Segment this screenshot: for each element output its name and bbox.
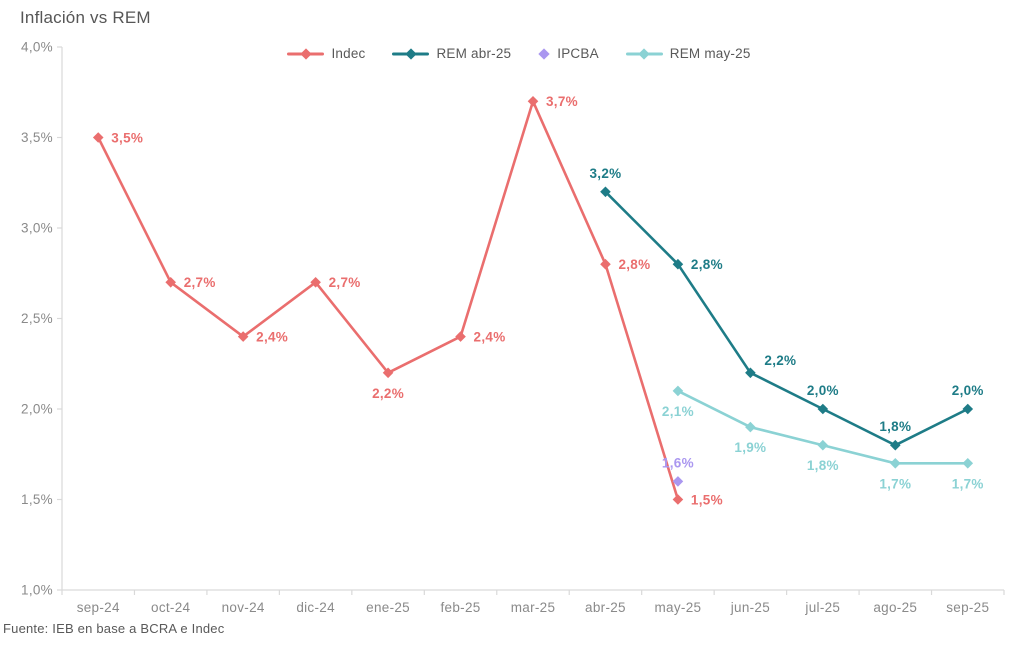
x-tick-label: may-25	[655, 600, 702, 615]
y-tick-label: 2,0%	[21, 402, 53, 417]
series-line-rem-may-25	[676, 389, 970, 465]
x-tick-label: jun-25	[730, 600, 770, 615]
legend-label: IPCBA	[557, 46, 599, 61]
legend-marker-icon	[287, 47, 325, 60]
data-point-marker	[310, 277, 321, 288]
y-tick-label: 3,5%	[21, 130, 53, 145]
x-tick-label: sep-24	[77, 600, 120, 615]
legend-label: REM abr-25	[436, 46, 512, 61]
data-label: 1,9%	[734, 440, 766, 455]
x-tick-label: feb-25	[440, 600, 480, 615]
x-tick-label: mar-25	[511, 600, 556, 615]
x-tick-label: abr-25	[585, 600, 626, 615]
series-line-rem-abr-25	[604, 190, 970, 447]
data-label: 2,4%	[474, 329, 506, 344]
legend-item-rem-may-25: REM may-25	[625, 46, 751, 61]
x-tick-label: nov-24	[222, 600, 265, 615]
data-label: 1,6%	[662, 455, 694, 470]
data-point-marker	[817, 439, 829, 451]
data-point-marker	[382, 367, 394, 379]
data-label: 2,8%	[618, 257, 650, 272]
x-tick-label: ago-25	[873, 600, 917, 615]
data-point-marker	[165, 277, 176, 288]
data-point-marker	[600, 186, 611, 198]
data-label: 2,0%	[807, 383, 839, 398]
legend-marker-icon	[392, 47, 430, 60]
legend-label: Indec	[331, 46, 366, 61]
data-point-marker	[672, 494, 684, 505]
legend-item-indec: Indec	[287, 46, 365, 61]
y-tick-label: 4,0%	[21, 40, 53, 55]
y-tick-label: 1,0%	[21, 583, 53, 598]
legend-item-ipcba: IPCBA	[538, 46, 599, 61]
data-label: 1,5%	[691, 492, 723, 507]
y-tick-label: 1,5%	[21, 492, 53, 507]
data-label: 1,8%	[807, 458, 839, 473]
legend-label: REM may-25	[669, 46, 751, 61]
data-label: 2,7%	[184, 275, 216, 290]
legend-marker-icon	[625, 47, 663, 60]
data-point-marker	[237, 331, 249, 342]
y-tick-label: 2,5%	[21, 311, 53, 326]
data-label: 1,7%	[879, 476, 911, 491]
x-tick-label: oct-24	[151, 600, 191, 615]
data-label: 2,8%	[691, 257, 723, 272]
data-point-marker	[455, 331, 466, 342]
chart-title: Inflación vs REM	[20, 8, 151, 27]
data-point-marker	[962, 403, 974, 415]
data-point-marker	[92, 132, 104, 143]
x-tick-label: sep-25	[946, 600, 989, 615]
data-point-marker	[817, 403, 829, 415]
data-point-marker	[600, 258, 611, 270]
data-point-marker	[745, 367, 756, 379]
data-label: 2,0%	[952, 383, 984, 398]
data-label: 3,7%	[546, 94, 578, 109]
data-point-marker	[672, 385, 684, 397]
data-point-marker	[672, 258, 684, 270]
source-note: Fuente: IEB en base a BCRA e Indec	[3, 621, 225, 636]
y-tick-label: 3,0%	[21, 221, 53, 236]
data-point-marker	[527, 96, 539, 107]
data-label: 2,2%	[764, 353, 796, 368]
data-point-marker	[962, 458, 974, 469]
legend: Indec REM abr-25 IPCBA REM may-25	[0, 46, 1024, 61]
data-label: 2,4%	[256, 329, 288, 344]
data-point-marker	[672, 476, 684, 487]
data-label: 1,8%	[879, 419, 911, 434]
x-tick-label: jul-25	[804, 600, 840, 615]
data-label: 2,7%	[329, 275, 361, 290]
x-tick-label: ene-25	[366, 600, 410, 615]
data-label: 2,2%	[372, 386, 404, 401]
data-point-marker	[745, 421, 756, 433]
data-point-marker	[890, 439, 901, 451]
legend-item-rem-abr-25: REM abr-25	[392, 46, 511, 61]
data-label: 1,7%	[952, 476, 984, 491]
data-label: 3,2%	[589, 166, 621, 181]
series-line-indec	[96, 100, 680, 501]
x-tick-label: dic-24	[296, 600, 335, 615]
data-point-marker	[890, 458, 901, 469]
data-label: 3,5%	[111, 130, 143, 145]
data-label: 2,1%	[662, 404, 694, 419]
